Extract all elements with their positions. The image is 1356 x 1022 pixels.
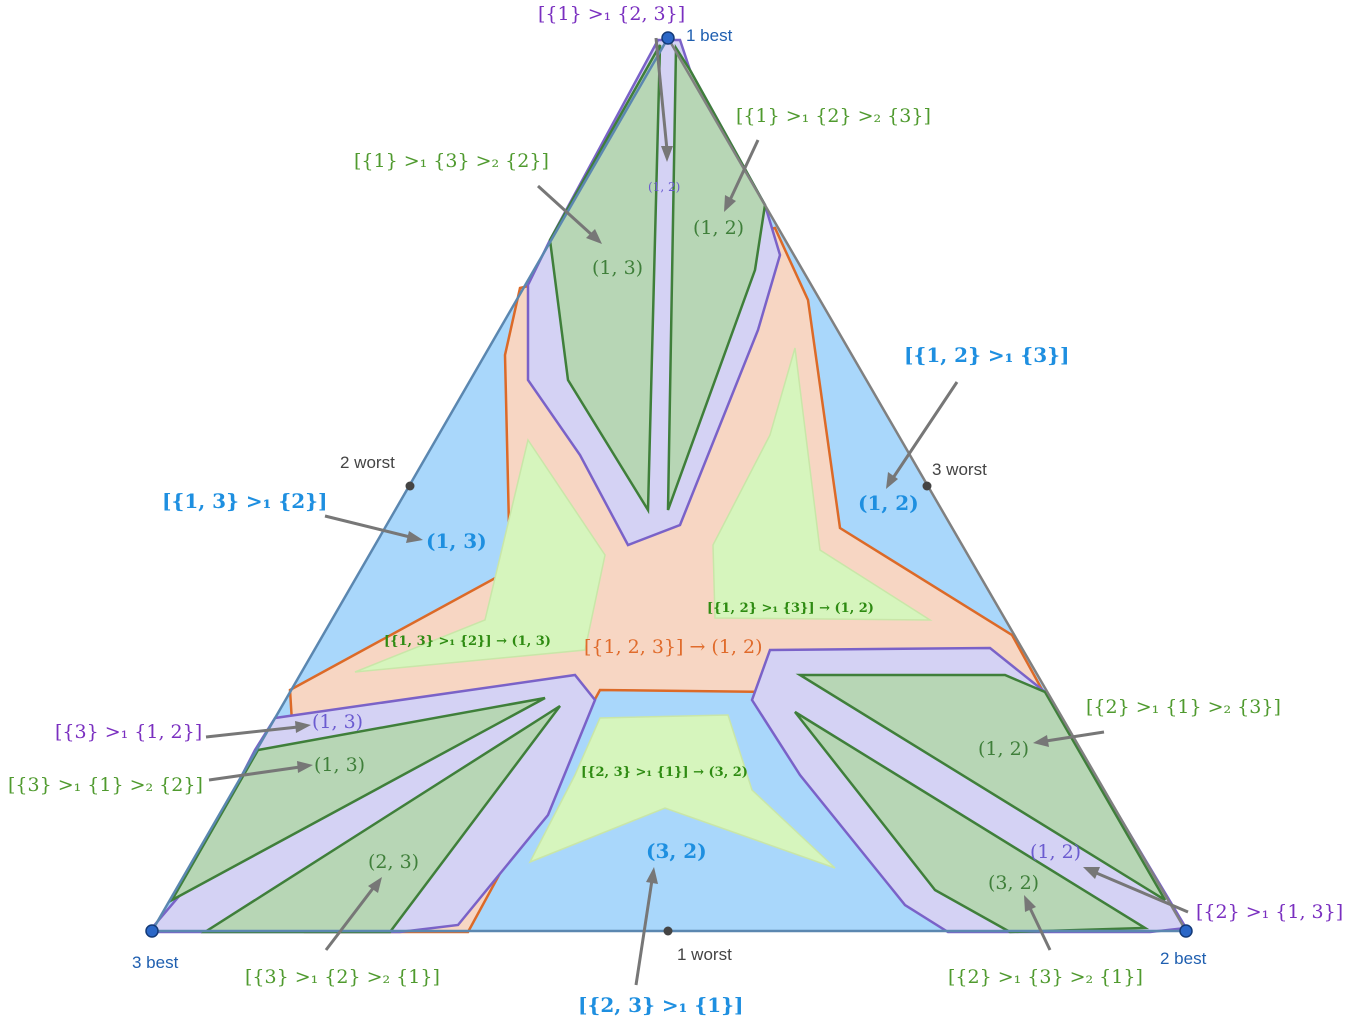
inner-center-label: [{1, 2, 3}] → (1, 2)	[584, 636, 763, 658]
label-right-purple: [{2} >₁ {1, 3}]	[1196, 901, 1343, 923]
label-bottom-blue: [{2, 3} >₁ {1}]	[578, 993, 744, 1017]
value-right-green-mid: (1, 2)	[978, 738, 1029, 760]
value-right-purple: (1, 2)	[1030, 841, 1081, 863]
vertex-left-label: 3 best	[132, 953, 179, 972]
label-right-blue: [{1, 2} >₁ {3}]	[904, 343, 1070, 367]
vertex-top-point[interactable]	[661, 31, 675, 45]
arrows	[205, 37, 1189, 986]
star-bottom-region	[528, 714, 836, 869]
midpoint-left-point[interactable]	[405, 481, 415, 491]
inner-star-left-label: [{1, 3} >₁ {2}] → (1, 3)	[384, 634, 551, 649]
value-left-purple: (1, 3)	[312, 711, 363, 733]
right-green-mid-region	[795, 673, 1167, 902]
vertex-top-label: 1 best	[686, 26, 733, 45]
midpoint-right-label: 3 worst	[932, 460, 987, 479]
label-top-right-green: [{1} >₁ {2} >₂ {3}]	[736, 105, 931, 127]
label-left-green: [{3} >₁ {1} >₂ {2}]	[8, 774, 203, 796]
vertex-left-point[interactable]	[145, 924, 159, 938]
label-top-left-green: [{1} >₁ {3} >₂ {2}]	[354, 150, 549, 172]
value-top-right-green: (1, 2)	[693, 217, 744, 239]
label-top-purple: [{1} >₁ {2, 3}]	[538, 3, 685, 25]
star-left-region	[354, 438, 606, 673]
value-bottom-blue: (3, 2)	[646, 839, 707, 863]
star-right-region	[712, 347, 933, 621]
value-top-purple: (1, 2)	[648, 180, 680, 194]
midpoint-left-label: 2 worst	[340, 453, 395, 472]
label-right-green-mid: [{2} >₁ {1} >₂ {3}]	[1086, 696, 1281, 718]
vertex-right-label: 2 best	[1160, 949, 1207, 968]
midpoint-bottom-label: 1 worst	[677, 945, 732, 964]
value-top-left-green: (1, 3)	[592, 257, 643, 279]
value-left-blue: (1, 3)	[426, 529, 487, 553]
label-bottom-right-green: [{2} >₁ {3} >₂ {1}]	[948, 966, 1143, 988]
value-right-blue: (1, 2)	[858, 491, 919, 515]
value-bottom-left-green: (2, 3)	[368, 851, 419, 873]
value-left-green: (1, 3)	[314, 754, 365, 776]
inner-star-right-label: [{1, 2} >₁ {3}] → (1, 2)	[707, 601, 874, 616]
value-bottom-right-green: (3, 2)	[988, 872, 1039, 894]
top-left-green-region	[548, 44, 662, 515]
midpoint-bottom-point[interactable]	[663, 926, 673, 936]
vertex-right-point[interactable]	[1179, 924, 1193, 938]
inner-star-bottom-label: [{2, 3} >₁ {1}] → (3, 2)	[581, 765, 748, 780]
midpoint-right-point[interactable]	[922, 481, 932, 491]
label-bottom-left-green: [{3} >₁ {2} >₂ {1}]	[245, 966, 440, 988]
left-green-region	[168, 696, 546, 904]
label-left-purple: [{3} >₁ {1, 2}]	[55, 721, 202, 743]
label-left-blue: [{1, 3} >₁ {2}]	[162, 489, 328, 513]
